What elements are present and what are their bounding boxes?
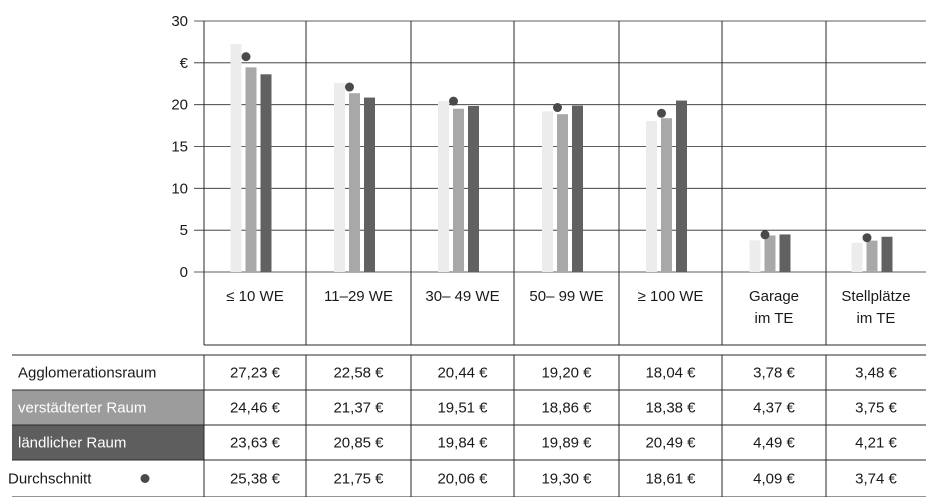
- data-cell: 19,30 €: [541, 471, 592, 488]
- data-cell: 4,09 €: [753, 471, 795, 488]
- data-cell: 18,86 €: [541, 400, 592, 417]
- data-cell: 3,75 €: [855, 400, 897, 417]
- y-tick-label: 0: [180, 264, 188, 281]
- row-label-background: [12, 425, 204, 460]
- average-legend-marker: [140, 474, 150, 483]
- data-cell: 20,44 €: [437, 365, 488, 382]
- bar-rural: [779, 234, 791, 272]
- category-label: ≥ 100 WE: [638, 288, 704, 305]
- row-label: ländlicher Raum: [18, 435, 126, 452]
- y-tick-label: 5: [180, 222, 188, 239]
- bar-urbanized: [661, 118, 672, 272]
- bar-agglomeration: [230, 44, 242, 273]
- y-tick-label: 30: [171, 13, 188, 30]
- data-cell: 24,46 €: [230, 400, 281, 417]
- average-marker: [345, 82, 354, 92]
- average-marker: [553, 103, 562, 113]
- data-cell: 25,38 €: [230, 471, 281, 488]
- data-cell: 20,85 €: [333, 435, 384, 452]
- data-cell: 3,78 €: [753, 365, 795, 382]
- average-marker: [657, 108, 666, 118]
- data-cell: 21,37 €: [333, 400, 384, 417]
- category-label: im TE: [857, 310, 896, 327]
- data-cell: 27,23 €: [230, 365, 281, 382]
- y-tick-label: 20: [171, 97, 188, 114]
- category-label: 11–29 WE: [324, 288, 393, 305]
- bar-urbanized: [349, 93, 360, 272]
- bar-urbanized: [866, 240, 878, 272]
- category-label: ≤ 10 WE: [226, 288, 283, 305]
- row-label: Agglomerationsraum: [18, 365, 156, 382]
- bar-agglomeration: [646, 121, 657, 272]
- bar-agglomeration: [749, 240, 761, 272]
- data-cell: 3,74 €: [855, 471, 897, 488]
- bar-rural: [881, 236, 893, 272]
- bar-urbanized: [453, 108, 464, 273]
- y-tick-label: 10: [171, 180, 188, 197]
- data-cell: 18,38 €: [645, 400, 696, 417]
- category-label: im TE: [755, 310, 794, 327]
- row-label: verstädterter Raum: [18, 400, 146, 417]
- data-cell: 3,48 €: [855, 365, 897, 382]
- y-tick-label: €: [180, 55, 189, 72]
- data-cell: 4,49 €: [753, 435, 795, 452]
- category-label: Stellplätze: [841, 288, 910, 305]
- bar-urbanized: [764, 235, 776, 272]
- data-cell: 21,75 €: [333, 471, 384, 488]
- row-label-background: [12, 390, 204, 425]
- category-label: 30– 49 WE: [425, 288, 499, 305]
- category-label: 50– 99 WE: [529, 288, 603, 305]
- bar-agglomeration: [542, 111, 553, 272]
- data-cell: 19,51 €: [437, 400, 488, 417]
- data-cell: 22,58 €: [333, 365, 384, 382]
- bar-urbanized: [245, 67, 257, 272]
- row-label: Durchschnitt: [8, 471, 92, 488]
- category-label: Garage: [749, 288, 799, 305]
- average-marker: [241, 52, 251, 62]
- bar-rural: [676, 100, 687, 272]
- data-cell: 23,63 €: [230, 435, 281, 452]
- data-cell: 19,89 €: [541, 435, 592, 452]
- bar-rural: [572, 105, 583, 272]
- data-cell: 19,20 €: [541, 365, 592, 382]
- data-cell: 20,49 €: [645, 435, 696, 452]
- data-cell: 4,37 €: [753, 400, 795, 417]
- data-cell: 20,06 €: [437, 471, 488, 488]
- average-marker: [862, 233, 872, 243]
- bar-urbanized: [557, 114, 568, 272]
- bar-agglomeration: [851, 242, 863, 272]
- bar-rural: [260, 74, 272, 272]
- bar-agglomeration: [334, 83, 345, 273]
- bar-rural: [468, 106, 479, 272]
- data-cell: 18,61 €: [645, 471, 696, 488]
- average-marker: [449, 96, 458, 106]
- data-cell: 18,04 €: [645, 365, 696, 382]
- data-cell: 19,84 €: [437, 435, 488, 452]
- data-cell: 4,21 €: [855, 435, 897, 452]
- bar-rural: [364, 97, 375, 273]
- average-marker: [760, 230, 770, 240]
- bar-agglomeration: [438, 100, 449, 272]
- y-tick-label: 15: [171, 139, 188, 156]
